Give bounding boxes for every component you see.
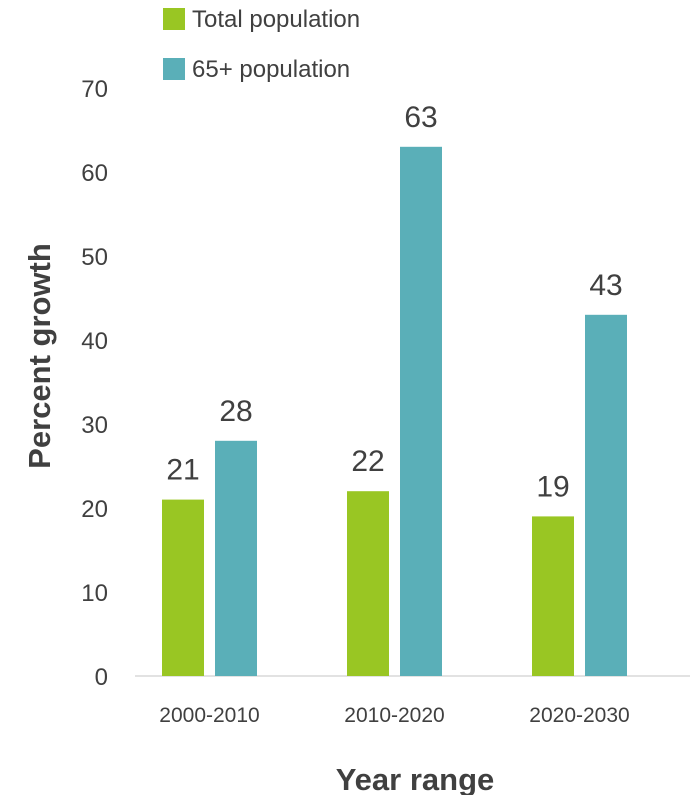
bar-senior-2000-2010 (215, 440, 257, 676)
bar-total-2010-2020 (347, 491, 389, 676)
y-axis-title: Percent growth (22, 243, 57, 469)
legend-swatch (163, 58, 185, 80)
y-tick-label: 20 (81, 496, 108, 523)
x-axis-ticks: 2000-2010 2010-2020 2020-2030 (159, 704, 629, 727)
y-tick-label: 70 (81, 76, 108, 103)
data-label: 28 (219, 395, 252, 428)
bar-senior-2020-2030 (585, 314, 627, 676)
legend: Total population 65+ population (163, 6, 360, 83)
y-tick-label: 60 (81, 160, 108, 187)
legend-swatch (163, 8, 185, 30)
data-label: 21 (166, 454, 199, 487)
x-tick-label: 2020-2030 (529, 704, 629, 727)
x-tick-label: 2000-2010 (159, 704, 259, 727)
data-label: 22 (351, 445, 384, 478)
data-label: 19 (536, 470, 569, 503)
bar-total-2020-2030 (532, 516, 574, 676)
bar-senior-2010-2020 (400, 146, 442, 677)
y-axis-ticks: 0 10 20 30 40 50 60 70 (81, 76, 108, 691)
y-tick-label: 0 (95, 664, 108, 691)
bars (162, 146, 627, 677)
y-tick-label: 50 (81, 244, 108, 271)
legend-label: 65+ population (192, 56, 350, 83)
x-axis-title: Year range (336, 762, 495, 795)
data-label: 63 (404, 101, 437, 134)
data-labels: 21 28 22 63 19 43 (166, 101, 622, 504)
legend-label: Total population (192, 6, 360, 33)
data-label: 43 (589, 269, 622, 302)
y-tick-label: 30 (81, 412, 108, 439)
x-tick-label: 2010-2020 (344, 704, 444, 727)
y-tick-label: 40 (81, 328, 108, 355)
bar-total-2000-2010 (162, 499, 204, 676)
y-tick-label: 10 (81, 580, 108, 607)
